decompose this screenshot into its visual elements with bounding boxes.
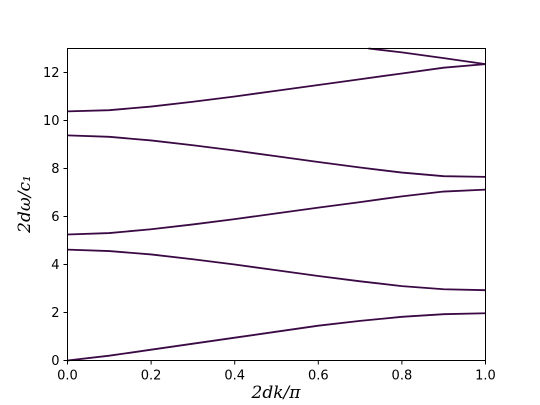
y-tick-label: 10 [43,114,60,129]
series-line-5 [67,63,486,113]
y-tick-label: 2 [51,306,59,321]
y-axis-label: 2dω/c₁ [15,175,35,234]
plot-frame [67,48,486,361]
x-axis-ticks: 0.0 0.2 0.4 0.6 0.8 1.0 [57,360,496,384]
y-tick-label: 6 [51,210,59,225]
x-tick-label: 0.2 [141,369,162,384]
x-tick-label: 1.0 [475,369,496,384]
series-line-3 [67,188,486,236]
x-tick-label: 0.0 [57,369,78,384]
series-line-2 [67,248,486,292]
y-tick-label: 12 [43,66,60,81]
series-layer [67,47,486,362]
series-line-1 [67,312,486,362]
y-tick-label: 8 [51,162,59,177]
y-axis-ticks: 0 2 4 6 8 10 12 [43,66,68,369]
x-tick-label: 0.6 [308,369,329,384]
x-tick-label: 0.4 [224,369,245,384]
series-line-6 [368,47,486,65]
x-tick-label: 0.8 [392,369,413,384]
series-line-4 [67,134,486,178]
x-axis-label: 2dk/π [251,383,302,403]
y-tick-label: 4 [51,258,59,273]
y-tick-label: 0 [51,354,59,369]
